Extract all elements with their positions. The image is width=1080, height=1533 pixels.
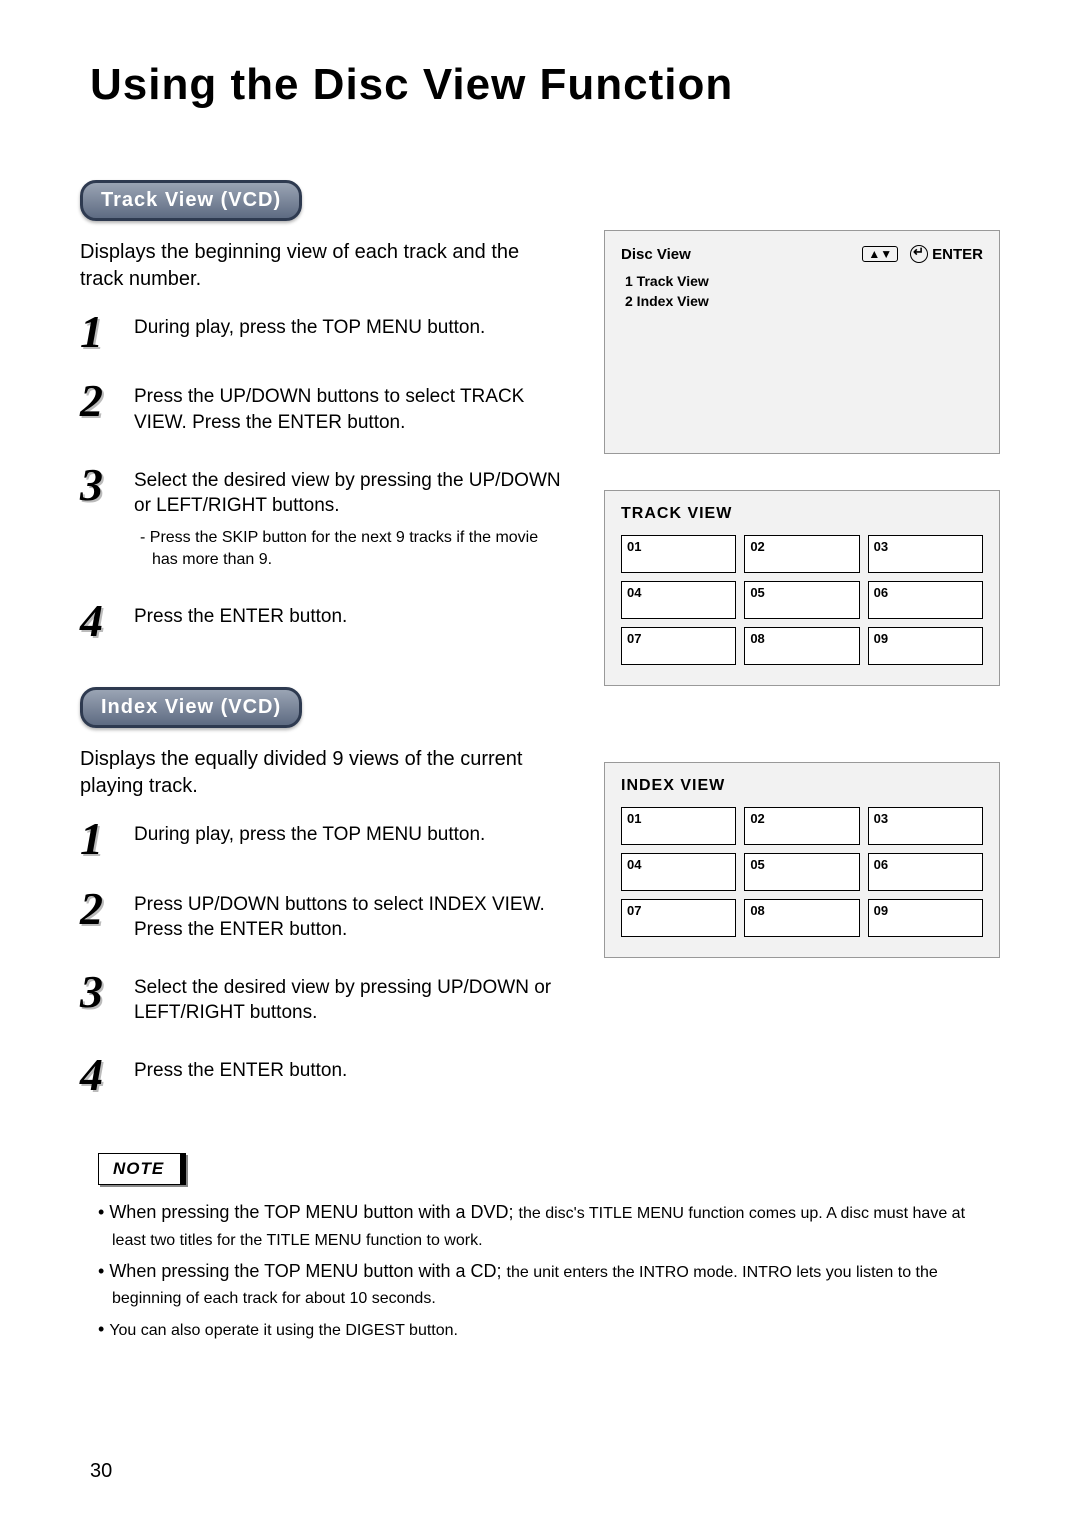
step-number: 4 bbox=[80, 600, 122, 641]
thumb-cell: 07 bbox=[621, 899, 736, 937]
index-view-intro: Displays the equally divided 9 views of … bbox=[80, 746, 564, 800]
step-text: Press the ENTER button. bbox=[134, 1054, 347, 1084]
note-item: When pressing the TOP MENU button with a… bbox=[98, 1199, 1000, 1251]
index-view-panel-title: INDEX VIEW bbox=[621, 777, 983, 795]
disc-view-label: Disc View bbox=[621, 246, 691, 263]
thumb-cell: 08 bbox=[744, 627, 859, 665]
note-label: NOTE bbox=[98, 1153, 186, 1185]
index-thumb-grid: 01 02 03 04 05 06 07 08 09 bbox=[621, 807, 983, 937]
thumb-cell: 02 bbox=[744, 535, 859, 573]
index-step: 3 Select the desired view by pressing UP… bbox=[80, 971, 564, 1026]
thumb-cell: 02 bbox=[744, 807, 859, 845]
thumb-cell: 09 bbox=[868, 899, 983, 937]
step-text-main: Select the desired view by pressing the … bbox=[134, 470, 561, 517]
updown-icon: ▲▼ bbox=[862, 246, 898, 262]
left-column: Track View (VCD) Displays the beginning … bbox=[80, 180, 564, 1123]
thumb-cell: 06 bbox=[868, 581, 983, 619]
step-text: During play, press the TOP MENU button. bbox=[134, 311, 485, 341]
track-step: 1 During play, press the TOP MENU button… bbox=[80, 311, 564, 352]
disc-view-panel: Disc View ▲▼ ENTER 1 Track View 2 Index … bbox=[604, 230, 1000, 454]
track-view-intro: Displays the beginning view of each trac… bbox=[80, 239, 564, 293]
thumb-cell: 05 bbox=[744, 853, 859, 891]
thumb-cell: 01 bbox=[621, 807, 736, 845]
index-step: 2 Press UP/DOWN buttons to select INDEX … bbox=[80, 888, 564, 943]
step-number: 4 bbox=[80, 1054, 122, 1095]
page-title: Using the Disc View Function bbox=[90, 60, 1000, 110]
thumb-cell: 04 bbox=[621, 853, 736, 891]
step-text: Select the desired view by pressing the … bbox=[134, 464, 564, 572]
index-view-chip: Index View (VCD) bbox=[80, 687, 302, 728]
index-view-panel: INDEX VIEW 01 02 03 04 05 06 07 08 09 bbox=[604, 762, 1000, 958]
step-number: 3 bbox=[80, 464, 122, 505]
step-text: Select the desired view by pressing UP/D… bbox=[134, 971, 564, 1026]
note-lead: When pressing the TOP MENU button with a… bbox=[109, 1261, 506, 1281]
step-text: During play, press the TOP MENU button. bbox=[134, 818, 485, 848]
thumb-cell: 01 bbox=[621, 535, 736, 573]
track-step: 3 Select the desired view by pressing th… bbox=[80, 464, 564, 572]
thumb-cell: 08 bbox=[744, 899, 859, 937]
panel-blank bbox=[621, 313, 983, 433]
note-list: When pressing the TOP MENU button with a… bbox=[80, 1199, 1000, 1342]
step-number: 3 bbox=[80, 971, 122, 1012]
track-view-panel: TRACK VIEW 01 02 03 04 05 06 07 08 09 bbox=[604, 490, 1000, 686]
index-step: 4 Press the ENTER button. bbox=[80, 1054, 564, 1095]
note-item: You can also operate it using the DIGEST… bbox=[98, 1316, 1000, 1342]
step-number: 1 bbox=[80, 311, 122, 352]
track-step: 2 Press the UP/DOWN buttons to select TR… bbox=[80, 380, 564, 435]
track-step: 4 Press the ENTER button. bbox=[80, 600, 564, 641]
page-number: 30 bbox=[90, 1460, 112, 1483]
menu-item: 2 Index View bbox=[625, 293, 983, 309]
enter-icon: ENTER bbox=[910, 245, 983, 263]
thumb-cell: 03 bbox=[868, 807, 983, 845]
menu-item: 1 Track View bbox=[625, 273, 983, 289]
panel-header-row: Disc View ▲▼ ENTER bbox=[621, 245, 983, 263]
thumb-cell: 03 bbox=[868, 535, 983, 573]
note-tail: You can also operate it using the DIGEST… bbox=[109, 1322, 458, 1339]
index-step: 1 During play, press the TOP MENU button… bbox=[80, 818, 564, 859]
track-view-chip: Track View (VCD) bbox=[80, 180, 302, 221]
step-text: Press UP/DOWN buttons to select INDEX VI… bbox=[134, 888, 564, 943]
step-text: Press the UP/DOWN buttons to select TRAC… bbox=[134, 380, 564, 435]
track-view-panel-title: TRACK VIEW bbox=[621, 505, 983, 523]
thumb-cell: 04 bbox=[621, 581, 736, 619]
track-thumb-grid: 01 02 03 04 05 06 07 08 09 bbox=[621, 535, 983, 665]
step-number: 2 bbox=[80, 888, 122, 929]
right-column: Disc View ▲▼ ENTER 1 Track View 2 Index … bbox=[604, 180, 1000, 1123]
disc-view-menu: 1 Track View 2 Index View bbox=[625, 273, 983, 309]
thumb-cell: 05 bbox=[744, 581, 859, 619]
note-lead: When pressing the TOP MENU button with a… bbox=[109, 1202, 518, 1222]
note-item: When pressing the TOP MENU button with a… bbox=[98, 1258, 1000, 1310]
thumb-cell: 09 bbox=[868, 627, 983, 665]
step-number: 1 bbox=[80, 818, 122, 859]
content-columns: Track View (VCD) Displays the beginning … bbox=[80, 180, 1000, 1123]
step-text: Press the ENTER button. bbox=[134, 600, 347, 630]
step-subtext: Press the SKIP button for the next 9 tra… bbox=[134, 527, 564, 572]
thumb-cell: 06 bbox=[868, 853, 983, 891]
step-number: 2 bbox=[80, 380, 122, 421]
thumb-cell: 07 bbox=[621, 627, 736, 665]
enter-label: ENTER bbox=[932, 246, 983, 263]
